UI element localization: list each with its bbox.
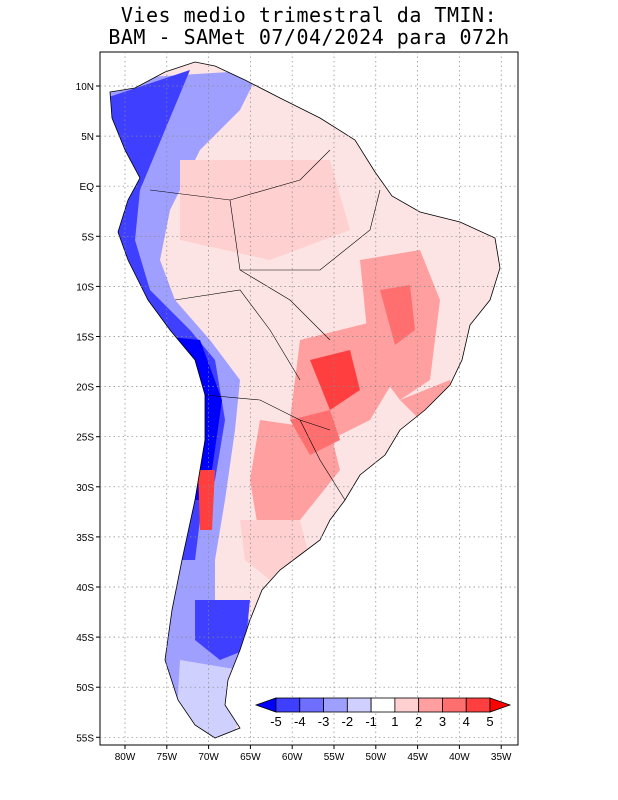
lon-tick-label: 55W — [324, 752, 345, 763]
lat-tick-label: 10N — [76, 82, 94, 93]
map-title-line-1: Vies medio trimestral da TMIN: — [120, 3, 498, 27]
colorbar-swatch — [275, 697, 301, 713]
colorbar-label: 5 — [486, 714, 493, 729]
lat-tick-label: 10S — [76, 282, 94, 293]
colorbar-swatch — [323, 697, 348, 713]
colorbar-label: 2 — [415, 714, 422, 729]
colorbar-label: -4 — [294, 714, 306, 729]
colorbar-label: -2 — [342, 714, 354, 729]
colorbar-max-arrow — [489, 697, 512, 713]
colorbar-label: 4 — [463, 714, 470, 729]
colorbar-label: 3 — [439, 714, 446, 729]
latitude-axis: 10N 5N EQ 5S 10S 15S 20S 25S 30S 35S 40S 45S 50S 55S — [76, 82, 100, 744]
lon-tick-label: 60W — [282, 752, 303, 763]
lat-tick-label: EQ — [80, 182, 95, 193]
lat-tick-label: 20S — [76, 383, 94, 394]
colorbar-swatch — [394, 697, 420, 713]
country-borders — [149, 149, 381, 501]
colorbar-swatch — [346, 697, 372, 713]
lat-tick-label: 50S — [76, 683, 94, 694]
lat-tick-label: 35S — [76, 533, 94, 544]
lat-tick-label: 45S — [76, 633, 94, 644]
lat-tick-label: 55S — [76, 733, 94, 744]
colorbar-swatch — [442, 697, 467, 713]
lat-lon-grid — [100, 52, 518, 745]
lat-tick-label: 5S — [82, 232, 95, 243]
colorbar-label: 1 — [391, 714, 398, 729]
lon-tick-label: 45W — [407, 752, 428, 763]
lon-tick-label: 70W — [198, 752, 219, 763]
lon-tick-label: 65W — [240, 752, 261, 763]
lon-tick-label: 75W — [157, 752, 178, 763]
colorbar: -5 -4 -3 -2 -1 1 2 3 4 5 — [254, 697, 512, 729]
lat-tick-label: 15S — [76, 333, 94, 344]
colorbar-swatch — [465, 697, 491, 713]
lat-tick-label: 25S — [76, 433, 94, 444]
longitude-axis: 80W 75W 70W 65W 60W 55W 50W 45W 40W 35W — [115, 745, 512, 763]
map-title-line-2: BAM - SAMet 07/04/2024 para 072h — [108, 25, 510, 49]
colorbar-label: -3 — [318, 714, 330, 729]
lat-tick-label: 40S — [76, 583, 94, 594]
colorbar-swatch — [370, 697, 396, 713]
lon-tick-label: 35W — [491, 752, 512, 763]
colorbar-label: -5 — [270, 714, 282, 729]
lon-tick-label: 80W — [115, 752, 136, 763]
lat-tick-label: 5N — [81, 132, 94, 143]
lon-tick-label: 40W — [449, 752, 470, 763]
lon-tick-label: 50W — [366, 752, 387, 763]
lat-tick-label: 30S — [76, 483, 94, 494]
colorbar-label: -1 — [365, 714, 377, 729]
colorbar-swatch — [418, 697, 443, 713]
colorbar-swatch — [299, 697, 324, 713]
